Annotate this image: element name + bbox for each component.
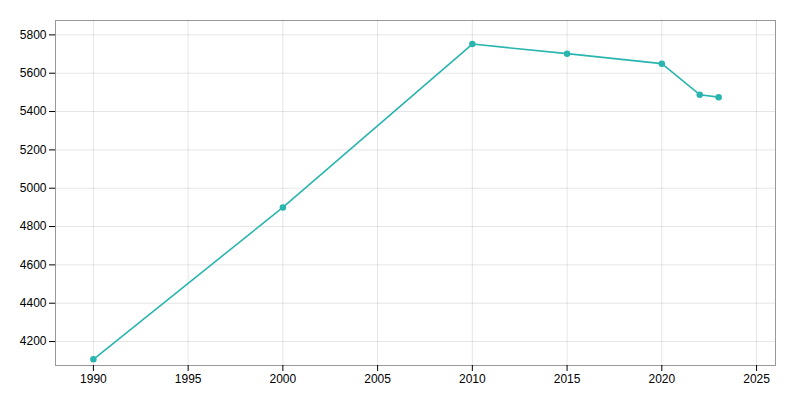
svg-text:5000: 5000 [20, 181, 47, 195]
svg-text:5600: 5600 [20, 66, 47, 80]
svg-text:4600: 4600 [20, 258, 47, 272]
svg-text:2005: 2005 [364, 372, 391, 386]
svg-text:5800: 5800 [20, 28, 47, 42]
svg-text:4400: 4400 [20, 296, 47, 310]
svg-text:2015: 2015 [554, 372, 581, 386]
svg-text:1990: 1990 [80, 372, 107, 386]
svg-text:5200: 5200 [20, 143, 47, 157]
svg-text:2020: 2020 [648, 372, 675, 386]
svg-text:4200: 4200 [20, 334, 47, 348]
svg-text:5400: 5400 [20, 104, 47, 118]
svg-text:4800: 4800 [20, 219, 47, 233]
svg-text:1995: 1995 [175, 372, 202, 386]
svg-text:2025: 2025 [743, 372, 770, 386]
svg-text:2010: 2010 [459, 372, 486, 386]
svg-text:2000: 2000 [270, 372, 297, 386]
